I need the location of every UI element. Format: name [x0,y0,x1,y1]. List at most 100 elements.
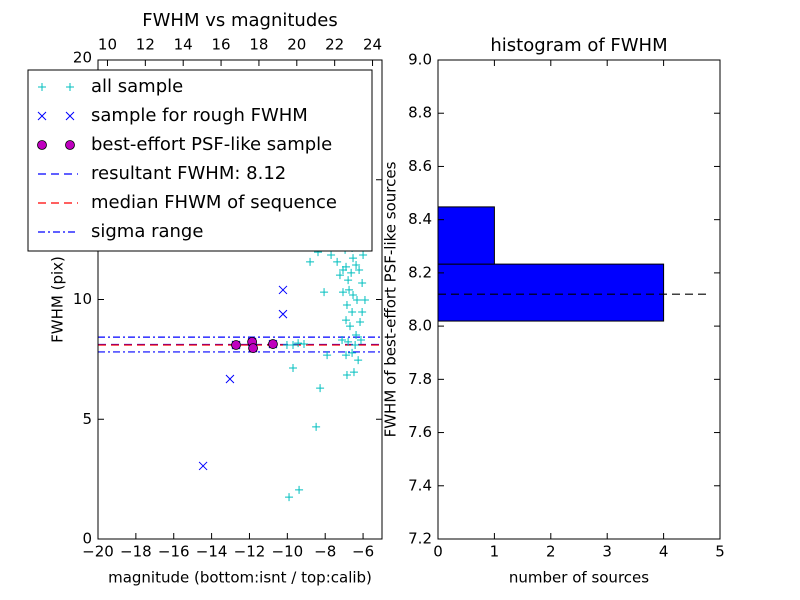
axes-frame [437,59,721,540]
marker [338,288,347,297]
y-tick-label: 5 [82,410,92,428]
marker [342,301,351,310]
marker [312,422,321,431]
marker [349,368,358,377]
marker [345,285,354,294]
y-tick-label: 9.0 [408,51,432,69]
x-tick-label: −18 [120,543,152,561]
y-tick-label: 8.2 [408,263,432,281]
x-tick-label: 2 [546,543,556,561]
marker [358,278,367,287]
x-tick-label: 3 [602,543,612,561]
marker [316,384,325,393]
x-tick-label: −8 [314,543,336,561]
marker [198,461,208,471]
y-tick-label: 8.0 [408,317,432,335]
marker [344,337,353,346]
marker [344,276,353,285]
marker [342,351,351,360]
y-tick-label: 10 [73,290,92,308]
x2-tick-label: 18 [249,36,268,54]
marker [289,341,298,350]
x-axis-label: number of sources [509,569,649,587]
y-tick-label: 20 [73,49,92,67]
legend-marker [37,140,47,150]
marker [231,340,241,350]
plot-area [438,206,665,322]
legend-label: resultant FWHM: 8.12 [91,163,286,184]
marker [356,335,365,344]
x2-tick-label: 14 [174,36,193,54]
legend-label: sigma range [91,221,203,242]
chart-title: histogram of FWHM [490,35,667,56]
marker [355,266,364,275]
bar [438,263,665,322]
marker [248,343,258,354]
marker [351,341,360,350]
x2-tick-label: 22 [325,36,344,54]
marker [289,363,298,372]
x-tick-label: −12 [234,543,266,561]
x-tick-label: 1 [490,543,500,561]
y-tick-label: 7.6 [408,423,432,441]
marker [342,370,351,379]
x-tick-label: −16 [158,543,190,561]
marker [306,257,315,266]
marker [352,261,361,270]
x2-tick-label: 12 [136,36,155,54]
marker [320,288,329,297]
y-tick-label: 8.4 [408,210,432,228]
legend-marker [38,83,46,91]
legend-marker [37,111,47,121]
legend-label: best-effort PSF-like sample [91,134,332,155]
x-tick-label: 5 [715,543,725,561]
marker [338,335,347,344]
marker [295,485,304,494]
legend-label: median FHWM of sequence [91,192,337,213]
marker [294,339,303,348]
marker [323,351,332,360]
x-tick-label: 0 [433,543,443,561]
y-tick-label: 7.2 [408,530,432,548]
marker [348,348,357,357]
y-tick-label: 7.8 [408,370,432,388]
marker [347,268,356,277]
x-tick-label: −10 [272,543,304,561]
x2-tick-label: 16 [212,36,231,54]
marker [335,271,344,280]
legend-marker [65,111,75,121]
bar [438,206,495,265]
marker [285,493,294,502]
marker [346,322,355,331]
marker [299,340,308,349]
x2-tick-label: 20 [287,36,306,54]
marker [353,295,362,304]
x2-tick-label: 10 [98,36,117,54]
y-tick-label: 8.6 [408,157,432,175]
y-tick-label: 7.4 [408,476,432,494]
marker [342,262,351,271]
marker [349,254,358,263]
marker [278,285,288,295]
marker [360,295,369,304]
x-axis-label: magnitude (bottom:isnt / top:calib) [108,569,372,587]
marker [354,356,363,365]
marker [358,307,367,316]
x2-tick-label: 24 [363,36,382,54]
legend-box [27,69,373,252]
legend-label: all sample [91,76,183,97]
marker [359,250,368,259]
y-axis-label: FWHM of best-effort PSF-like sources [382,161,400,437]
y-axis-label: FWHM (pix) [49,256,67,343]
legend-marker [65,140,75,150]
x-tick-label: 4 [659,543,669,561]
marker [278,309,288,319]
x-tick-label: −20 [82,543,114,561]
y-tick-label: 0 [82,530,92,548]
marker [348,307,357,316]
x-tick-label: −14 [196,543,228,561]
marker [327,250,336,259]
marker [333,257,342,266]
chart-title: FWHM vs magnitudes [142,10,337,31]
